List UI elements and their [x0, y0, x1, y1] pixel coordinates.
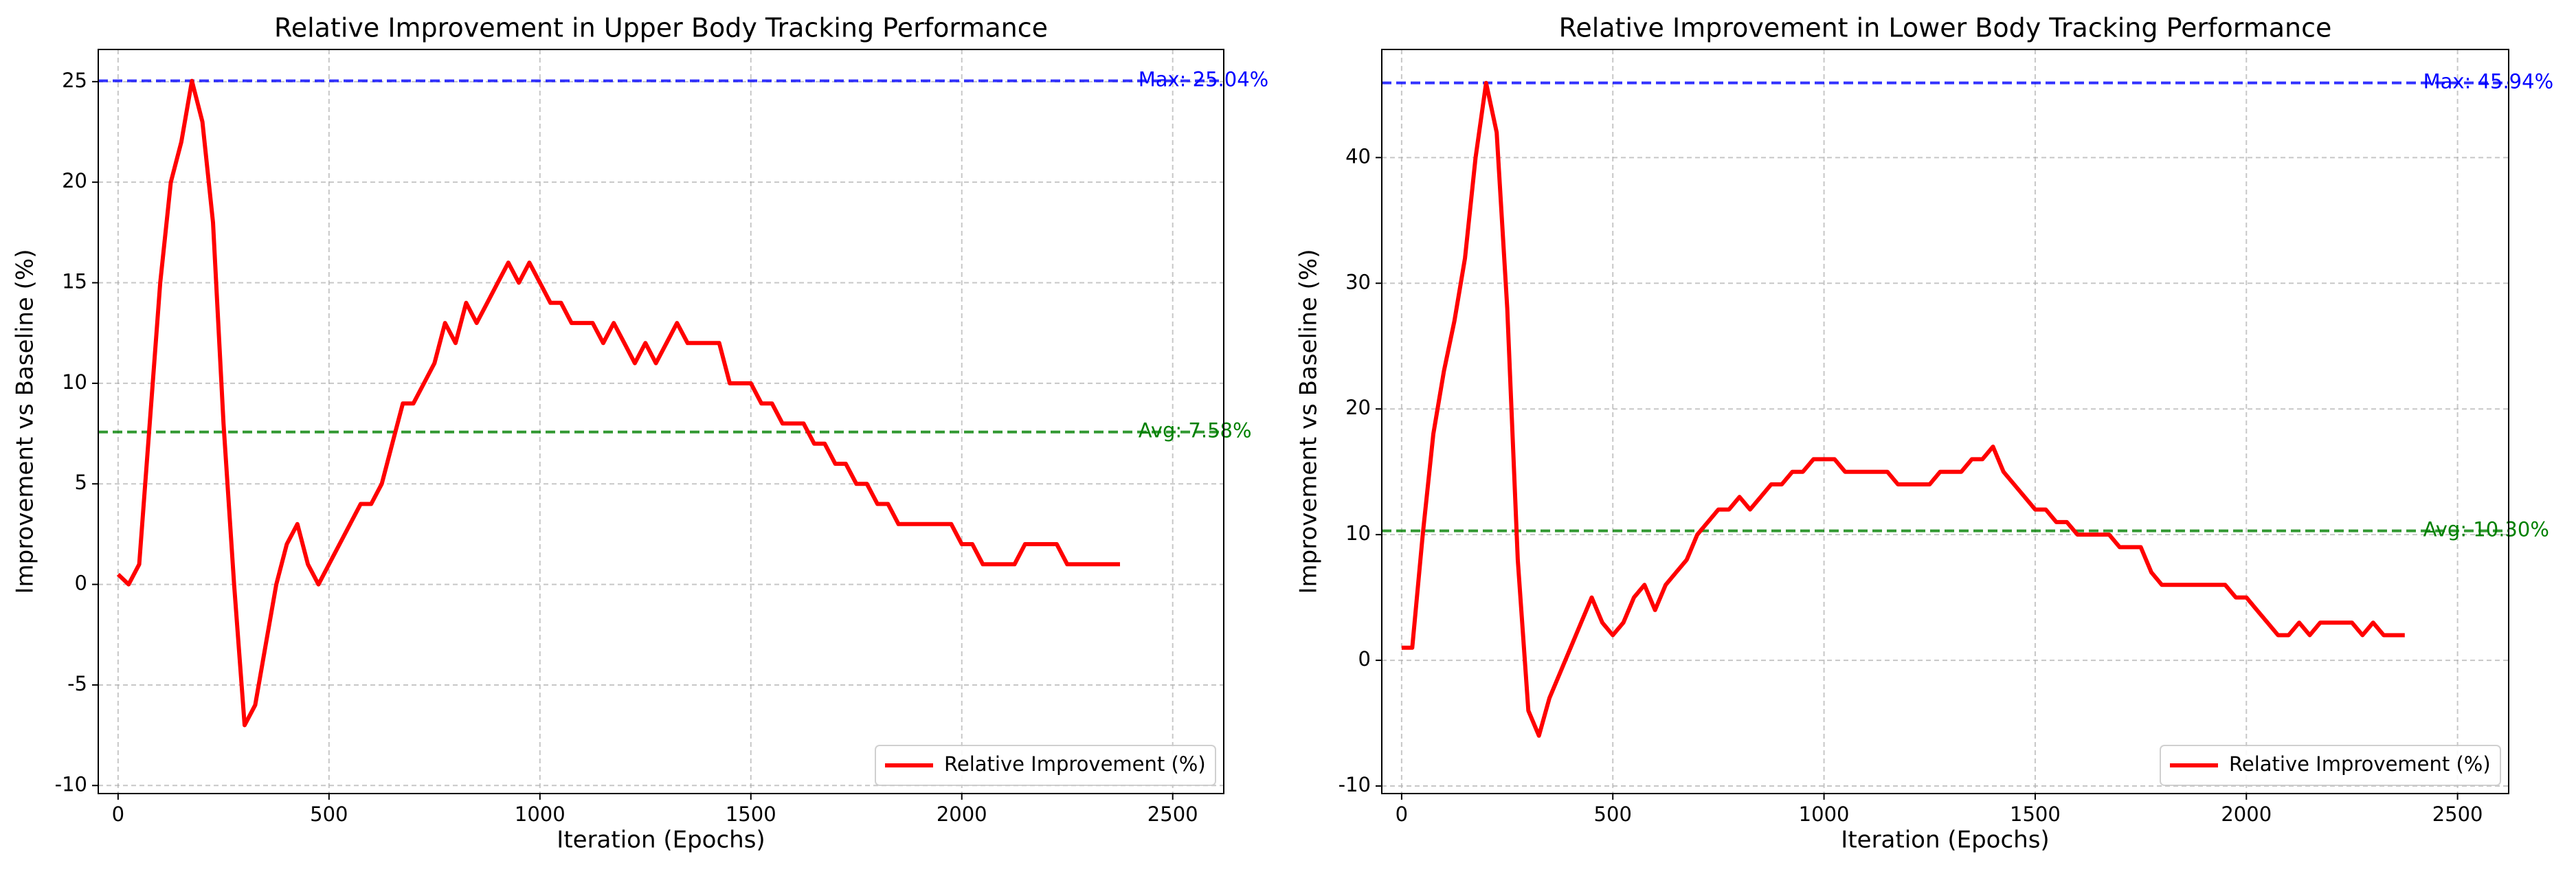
legend: Relative Improvement (%) [875, 745, 1216, 786]
legend-box [2160, 745, 2501, 786]
chart-title: Relative Improvement in Upper Body Track… [274, 13, 1048, 43]
y-axis-label: Improvement vs Baseline (%) [1295, 249, 1323, 594]
y-tick-label: 20 [1345, 396, 1371, 419]
reference-label: Max: 45.94% [2423, 70, 2554, 93]
y-tick-label: -10 [55, 772, 87, 796]
y-tick-label: 10 [1345, 521, 1371, 545]
legend: Relative Improvement (%) [2160, 745, 2501, 786]
reference-label: Max: 25.04% [1139, 68, 1269, 91]
chart-panel: Relative Improvement in Upper Body Track… [12, 13, 1269, 854]
y-tick-label: 25 [62, 69, 87, 92]
y-axis-label: Improvement vs Baseline (%) [12, 249, 39, 594]
y-tick-label: 10 [62, 370, 87, 394]
reference-label: Avg: 7.58% [1139, 419, 1252, 442]
data-line [1401, 80, 2405, 738]
x-tick-label: 2500 [2432, 802, 2483, 826]
x-tick-label: 0 [1396, 802, 1408, 826]
x-tick-label: 1000 [515, 802, 565, 826]
x-tick-label: 2500 [1147, 802, 1198, 826]
y-tick-label: 40 [1345, 144, 1371, 168]
x-tick-label: 1500 [726, 802, 776, 826]
y-tick-label: 20 [62, 169, 87, 192]
x-tick-label: 500 [1594, 802, 1632, 826]
x-tick-label: 1000 [1799, 802, 1850, 826]
reference-label: Avg: 10.30% [2423, 518, 2549, 541]
x-tick-label: 2000 [937, 802, 987, 826]
legend-label: Relative Improvement (%) [944, 752, 1206, 776]
axes-frame [98, 49, 1224, 794]
chart-panel: Relative Improvement in Lower Body Track… [1295, 13, 2554, 854]
x-tick-label: 1500 [2010, 802, 2061, 826]
legend-label: Relative Improvement (%) [2229, 752, 2491, 776]
x-axis-label: Iteration (Epochs) [557, 827, 765, 854]
x-axis-label: Iteration (Epochs) [1841, 827, 2049, 854]
y-tick-label: 5 [75, 471, 87, 494]
y-tick-label: 0 [1358, 647, 1371, 671]
y-tick-label: 15 [62, 270, 87, 293]
chart-title: Relative Improvement in Lower Body Track… [1559, 13, 2332, 43]
y-tick-label: -10 [1339, 773, 1371, 796]
axes-frame [1381, 49, 2509, 794]
data-line [116, 78, 1120, 728]
x-tick-label: 2000 [2221, 802, 2272, 826]
y-tick-label: 30 [1345, 270, 1371, 293]
legend-box [875, 745, 1216, 786]
y-tick-label: -5 [67, 672, 87, 695]
x-tick-label: 0 [112, 802, 124, 826]
y-tick-label: 0 [75, 572, 87, 595]
x-tick-label: 500 [310, 802, 348, 826]
